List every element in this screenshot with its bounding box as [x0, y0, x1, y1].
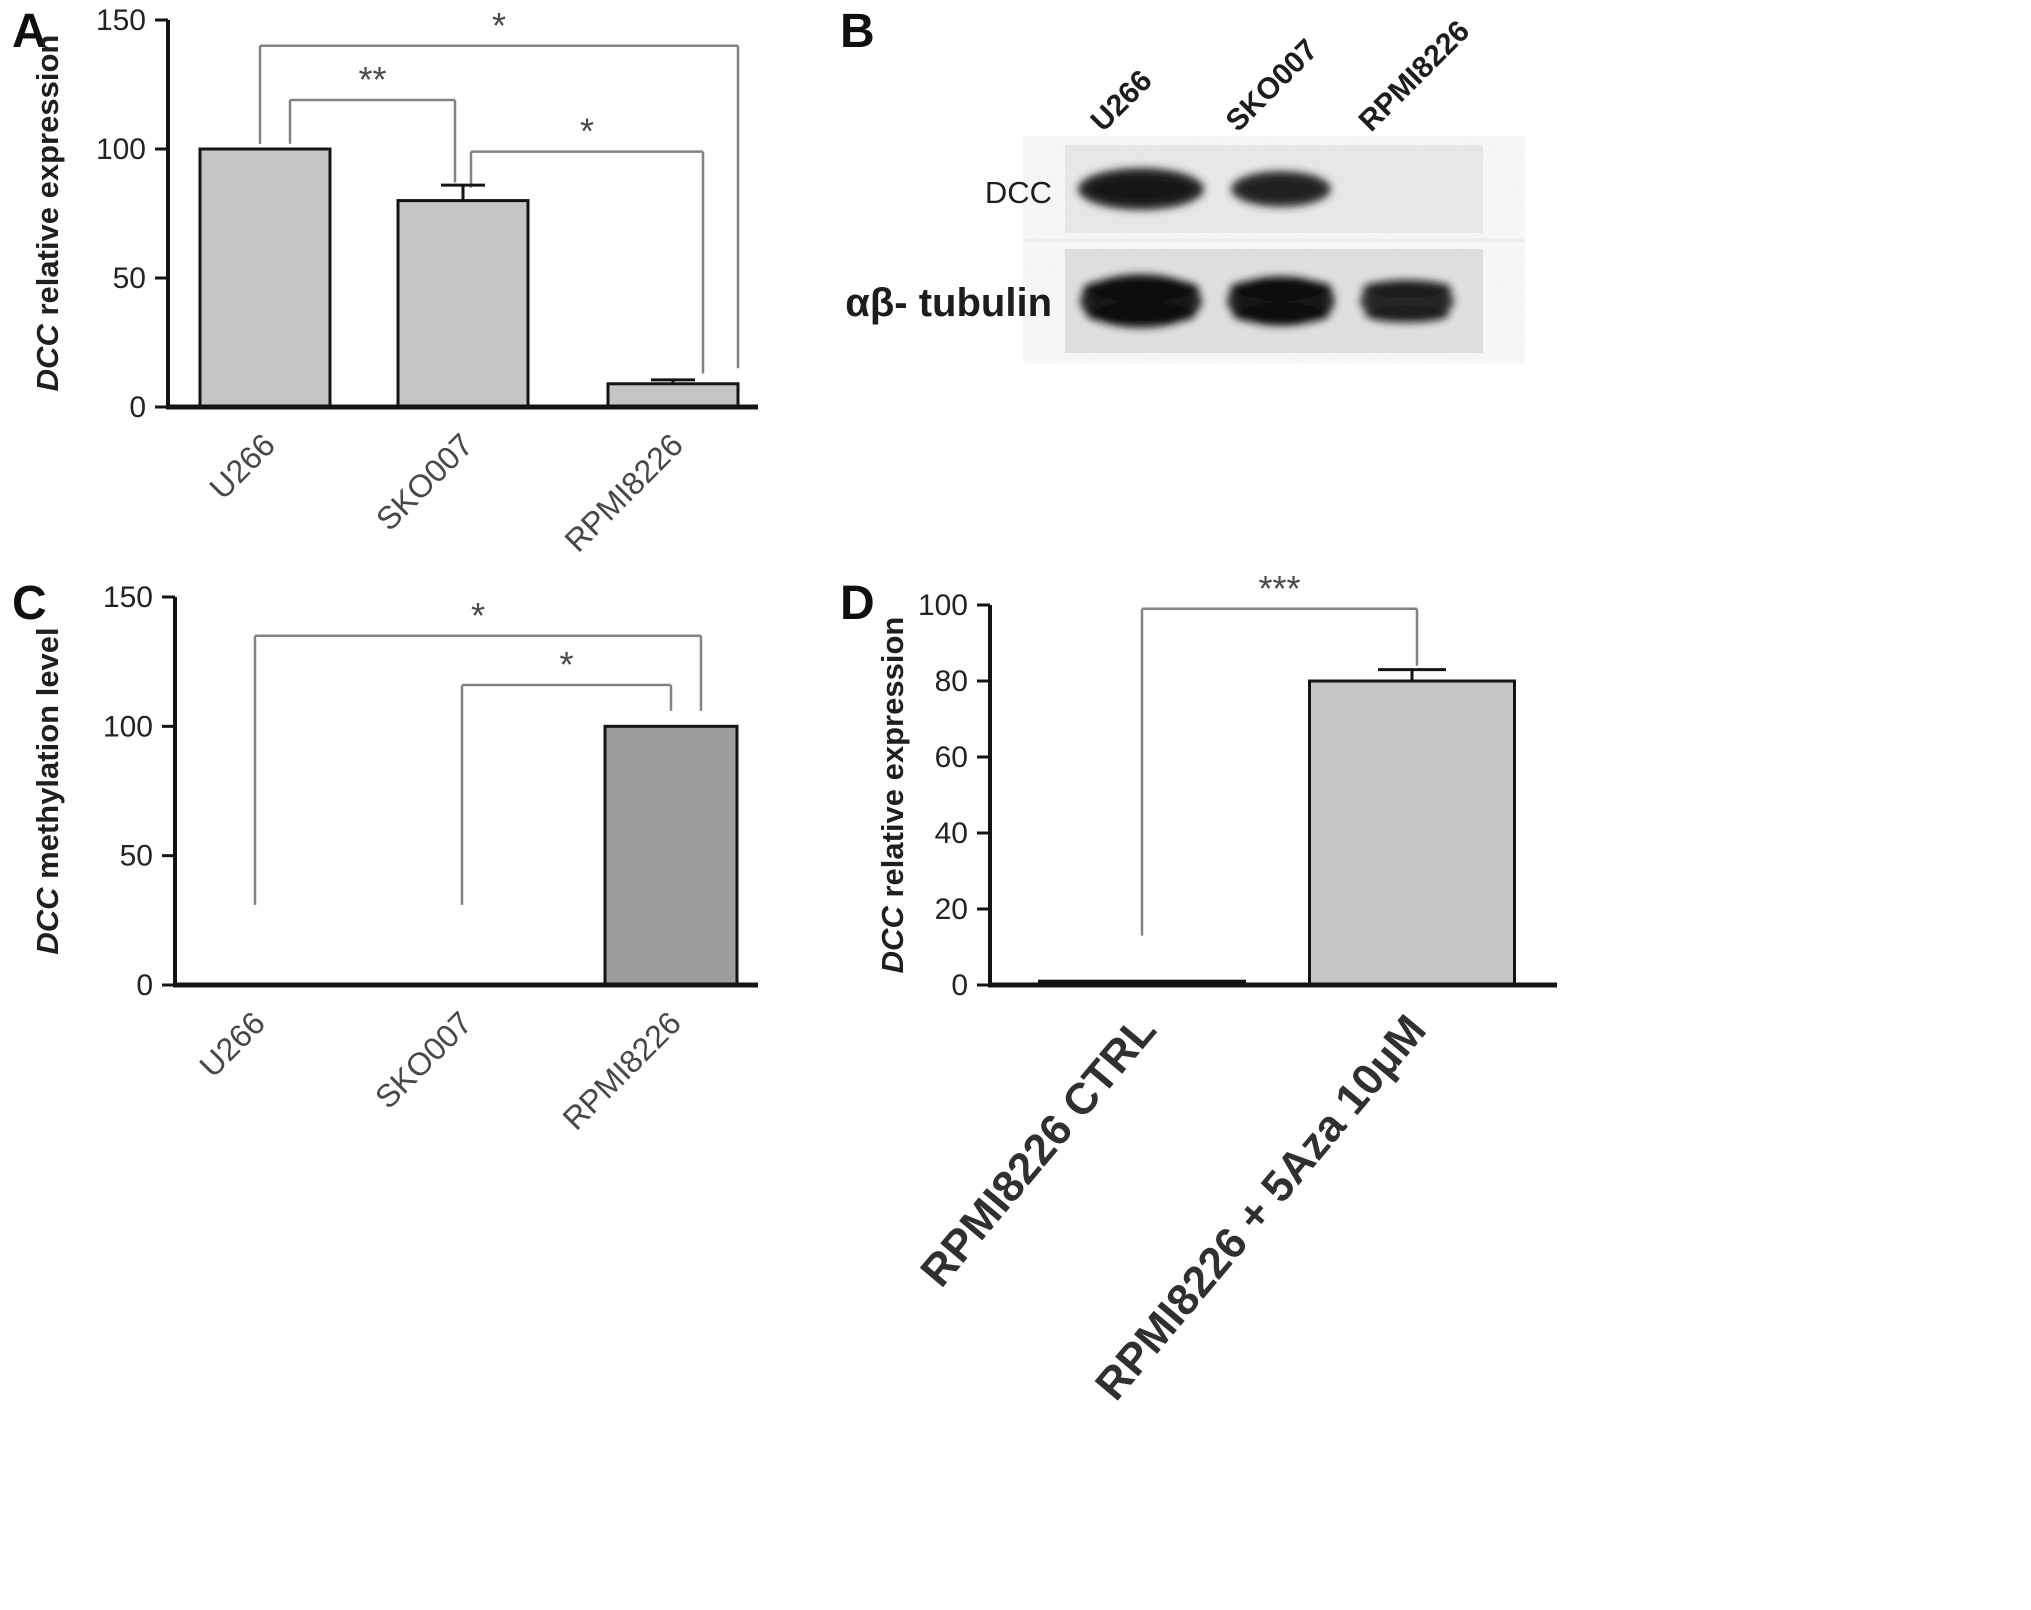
significance-label: *** [1258, 568, 1300, 609]
blot-band [1360, 280, 1454, 323]
blot-band [1078, 168, 1204, 210]
y-tick-label: 0 [136, 969, 153, 1002]
lane-label: SKO007 [1220, 33, 1325, 138]
blot-band [1227, 276, 1335, 326]
x-category-label: U266 [202, 426, 282, 506]
y-axis-title: DCC relative expression [875, 617, 910, 974]
y-tick-label: 100 [96, 133, 146, 166]
panel-b-western-blot: U266 SKO007 RPMI8226 DCC αβ- tubulin [845, 14, 1483, 353]
y-tick-label: 100 [103, 710, 153, 743]
blot-band [1231, 171, 1331, 207]
blot-row-label: αβ- tubulin [845, 281, 1052, 325]
significance-bracket: *** [1140, 568, 1419, 936]
lane-label: RPMI8226 [1353, 14, 1477, 138]
blot-row-label: DCC [985, 175, 1052, 210]
significance-bracket: * [253, 595, 703, 905]
significance-bracket: * [469, 111, 705, 374]
lane-label: U266 [1085, 64, 1159, 138]
bar-RPMI8226 [603, 724, 739, 987]
significance-bracket: * [460, 644, 673, 905]
y-tick-label: 150 [103, 581, 153, 614]
y-axis-title: DCC methylation level [30, 627, 65, 954]
bar-U266 [198, 147, 332, 409]
significance-label: ** [358, 59, 386, 100]
significance-bracket: ** [288, 59, 457, 183]
significance-label: * [471, 595, 485, 636]
y-tick-label: 50 [120, 840, 153, 873]
y-tick-label: 150 [96, 4, 146, 37]
y-axis-title: DCC relative expression [30, 35, 65, 392]
y-tick-label: 0 [951, 969, 968, 1002]
y-tick-label: 20 [935, 893, 968, 926]
panel-c-bar-chart-dcc-methylation-level: * * 0 50 100 150 U266 SKO007 RPMI8226 DCC methyla… [30, 581, 758, 1137]
x-category-label: U266 [192, 1004, 272, 1084]
significance-label: * [559, 644, 573, 685]
bar-RPMI8226 + 5Aza 10μM [1308, 679, 1516, 987]
significance-label: * [580, 111, 594, 152]
significance-bracket: * [258, 5, 740, 369]
panel-label-b: B [840, 5, 875, 58]
panel-label-c: C [12, 577, 47, 630]
panel-label-d: D [840, 577, 875, 630]
panel-label-a: A [12, 5, 47, 58]
blot-band [1080, 274, 1202, 328]
y-tick-label: 40 [935, 817, 968, 850]
y-tick-label: 80 [935, 665, 968, 698]
x-category-label: SKO007 [369, 426, 480, 537]
y-tick-label: 100 [918, 589, 968, 622]
x-category-label: RPMI8226 [558, 426, 690, 558]
y-tick-label: 0 [129, 391, 146, 424]
x-category-label: SKO007 [368, 1004, 479, 1115]
bar-RPMI8226 [606, 382, 740, 409]
bar-SKO007 [396, 199, 530, 409]
x-category-label: RPMI8226 CTRL [911, 1006, 1165, 1296]
significance-label: * [492, 5, 506, 46]
y-tick-label: 60 [935, 741, 968, 774]
x-category-label: RPMI8226 [556, 1004, 688, 1136]
y-tick-label: 50 [113, 262, 146, 295]
